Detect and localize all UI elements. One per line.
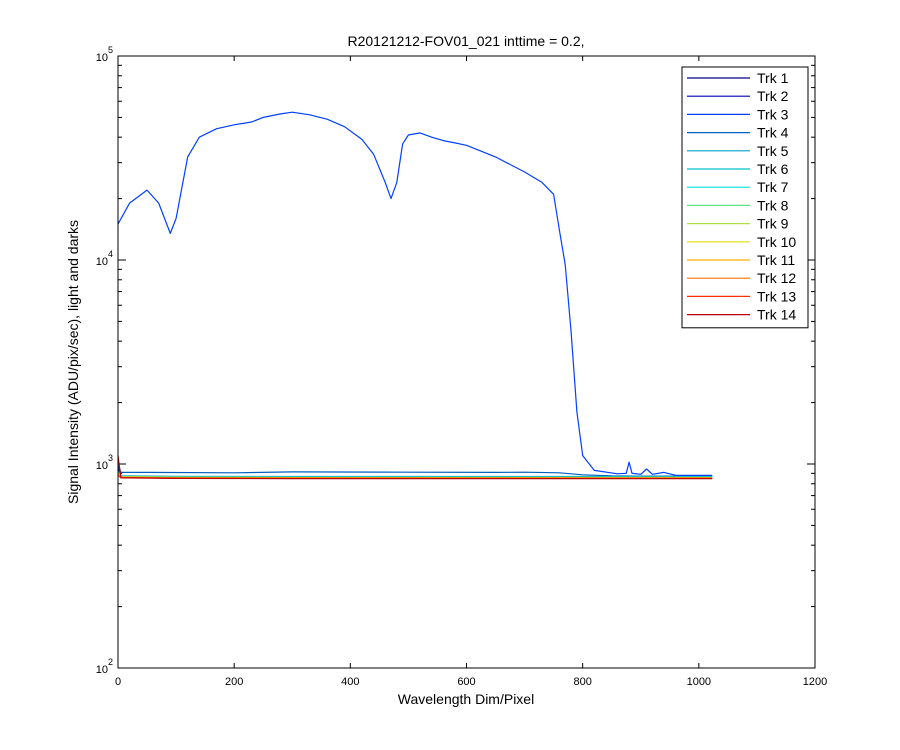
series-lines: [117, 111, 713, 480]
legend-entry: Trk 8: [757, 197, 789, 213]
y-tick-label: 10: [96, 460, 108, 472]
legend-entry: Trk 1: [757, 70, 789, 86]
legend-entry: Trk 2: [757, 88, 789, 104]
legend-entry: Trk 11: [757, 252, 795, 268]
y-tick-label: 10: [96, 256, 108, 268]
series-line: [117, 455, 713, 480]
legend-entry: Trk 7: [757, 179, 789, 195]
x-tick-label: 800: [573, 676, 591, 688]
legend-box: [681, 66, 809, 329]
y-tick-exponent: 4: [108, 249, 113, 259]
legend-entry: Trk 9: [757, 216, 789, 232]
legend: Trk 1 Trk 2 Trk 3 Trk 4 Trk 5 Trk 6 Trk 7 Trk 8…: [681, 66, 809, 329]
x-tick-label: 600: [457, 676, 475, 688]
y-axis-label: Signal Intensity (ADU/pix/sec), light an…: [65, 220, 81, 504]
legend-entry: Trk 6: [757, 161, 789, 177]
legend-entry: Trk 3: [757, 106, 789, 122]
series-line: [117, 111, 713, 476]
legend-entry: Trk 5: [757, 143, 789, 159]
y-tick-exponent: 2: [108, 657, 113, 667]
chart-title: R20121212-FOV01_021 inttime = 0.2,: [348, 33, 585, 49]
x-tick-label: 200: [225, 676, 243, 688]
y-tick-exponent: 5: [108, 45, 113, 55]
legend-entry: Trk 12: [757, 270, 796, 286]
plot-frame: [117, 55, 816, 669]
legend-entry: Trk 10: [757, 234, 796, 250]
x-axis-label: Wavelength Dim/Pixel: [398, 691, 534, 707]
y-tick-exponent: 3: [108, 453, 113, 463]
legend-entry: Trk 14: [757, 307, 796, 323]
x-tick-label: 1000: [687, 676, 711, 688]
y-tick-label: 10: [96, 52, 108, 64]
legend-entry: Trk 13: [757, 288, 796, 304]
legend-entry: Trk 4: [757, 125, 789, 141]
y-tick-label: 10: [96, 664, 108, 676]
x-tick-label: 0: [115, 676, 121, 688]
x-tick-label: 1200: [803, 676, 827, 688]
x-tick-label: 400: [341, 676, 359, 688]
